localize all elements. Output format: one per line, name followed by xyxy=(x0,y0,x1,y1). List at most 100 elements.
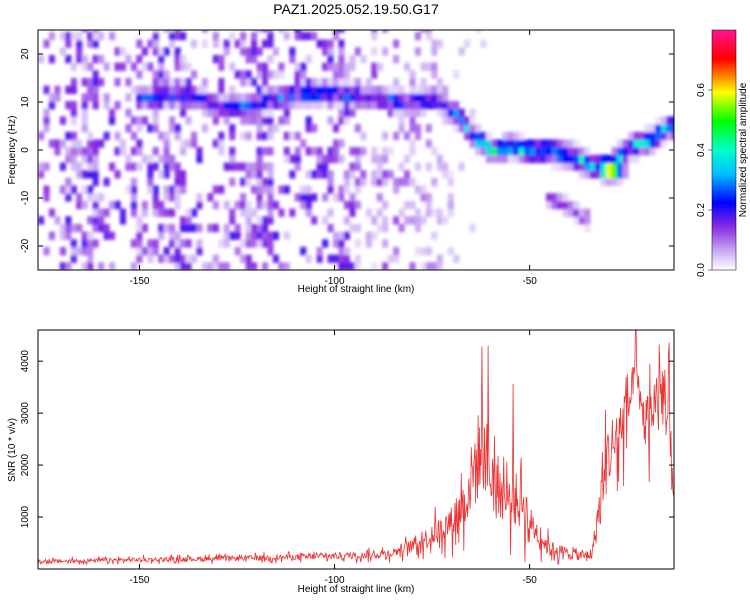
heatmap-cell xyxy=(38,216,45,225)
heatmap-cell xyxy=(628,131,635,141)
heatmap-cell xyxy=(535,139,542,148)
heatmap-cell xyxy=(513,147,520,156)
heatmap-cell xyxy=(130,116,137,125)
heatmap-cell xyxy=(289,154,296,164)
heatmap-cell xyxy=(404,101,411,110)
heatmap-cell xyxy=(245,177,252,187)
heatmap-cell xyxy=(671,124,674,133)
heatmap-cell xyxy=(152,239,159,248)
heatmap-cell xyxy=(393,247,400,256)
heatmap-cell xyxy=(562,154,569,164)
heatmap-cell xyxy=(109,162,116,171)
heatmap-cell xyxy=(294,162,301,171)
heatmap-cell xyxy=(283,108,290,117)
heatmap-cell xyxy=(70,116,77,125)
heatmap-cell xyxy=(540,154,547,164)
heatmap-cell xyxy=(267,170,274,179)
heatmap-cell xyxy=(267,124,274,133)
heatmap-cell xyxy=(81,55,88,64)
heatmap-cell xyxy=(147,124,154,133)
heatmap-cell xyxy=(453,70,460,79)
heatmap-cell xyxy=(251,231,258,240)
heatmap-cell xyxy=(338,93,345,102)
heatmap-cell xyxy=(70,162,77,171)
heatmap-cell xyxy=(207,93,214,102)
heatmap-cell xyxy=(267,101,274,110)
heatmap-cell xyxy=(81,262,88,270)
heatmap-cell xyxy=(272,254,279,263)
heatmap-cell xyxy=(475,147,482,156)
heatmap-cell xyxy=(289,93,296,102)
heatmap-cell xyxy=(655,139,662,148)
heatmap-cell xyxy=(409,116,416,125)
heatmap-cell xyxy=(163,30,170,33)
heatmap-cell xyxy=(163,93,170,102)
heatmap-cell xyxy=(245,47,252,56)
heatmap-cell xyxy=(103,62,110,71)
heatmap-cell xyxy=(338,185,345,194)
heatmap-cell xyxy=(191,39,198,48)
heatmap-cell xyxy=(447,108,454,117)
heatmap-cell xyxy=(169,30,176,33)
heatmap-cell xyxy=(87,185,94,194)
colorbar: 0.0 0.2 0.4 0.6 Normalized spectral amplitu… xyxy=(696,29,749,277)
heatmap-cell xyxy=(289,55,296,64)
heatmap-cell xyxy=(81,108,88,117)
heatmap-cell xyxy=(158,85,165,94)
heatmap-cell xyxy=(240,31,247,41)
heatmap-cell xyxy=(507,154,514,164)
heatmap-cell xyxy=(114,78,121,87)
heatmap-cell xyxy=(245,231,252,240)
heatmap-cell xyxy=(98,139,105,148)
heatmap-cell xyxy=(562,200,569,210)
heatmap-cell xyxy=(207,193,214,202)
heatmap-cell xyxy=(622,162,629,171)
heatmap-cell xyxy=(327,78,334,87)
heatmap-cell xyxy=(311,216,318,225)
heatmap-cell xyxy=(212,185,219,194)
heatmap-cell xyxy=(152,93,159,102)
heatmap-cell xyxy=(316,147,323,156)
heatmap-cell xyxy=(185,78,192,87)
heatmap-cell xyxy=(333,78,340,87)
heatmap-cell xyxy=(152,185,159,194)
heatmap-cell xyxy=(595,170,602,179)
heatmap-cell xyxy=(98,208,105,217)
heatmap-cell xyxy=(606,162,613,171)
heatmap-cell xyxy=(453,116,460,125)
heatmap-cell xyxy=(420,185,427,194)
heatmap-cell xyxy=(262,62,269,71)
heatmap-cell xyxy=(70,147,77,156)
heatmap-cell xyxy=(333,254,340,263)
heatmap-cell xyxy=(502,154,509,164)
heatmap-cell xyxy=(436,254,443,263)
heatmap-cell xyxy=(322,216,329,225)
heatmap-cell xyxy=(278,62,285,71)
heatmap-cell xyxy=(59,231,66,240)
heatmap-cell xyxy=(196,154,203,164)
heatmap-cell xyxy=(338,47,345,56)
heatmap-cell xyxy=(349,62,356,71)
heatmap-cell xyxy=(272,124,279,133)
heatmap-cell xyxy=(240,70,247,79)
heatmap-cell xyxy=(365,85,372,94)
heatmap-cell xyxy=(38,162,45,171)
heatmap-cell xyxy=(169,39,176,48)
heatmap-cell xyxy=(294,93,301,102)
heatmap-cell xyxy=(436,101,443,110)
heatmap-cell xyxy=(70,85,77,94)
heatmap-cell xyxy=(376,162,383,171)
heatmap-cell xyxy=(240,200,247,210)
heatmap-cell xyxy=(611,147,618,156)
heatmap-cell xyxy=(185,262,192,270)
heatmap-cell xyxy=(453,124,460,133)
heatmap-cell xyxy=(92,177,99,187)
heatmap-cell xyxy=(218,239,225,248)
heatmap-cell xyxy=(43,247,50,256)
heatmap-cell xyxy=(245,78,252,87)
heatmap-cell xyxy=(38,55,45,64)
heatmap-cell xyxy=(425,101,432,110)
heatmap-cell xyxy=(229,177,236,187)
heatmap-cell xyxy=(398,162,405,171)
heatmap-cell xyxy=(174,193,181,202)
